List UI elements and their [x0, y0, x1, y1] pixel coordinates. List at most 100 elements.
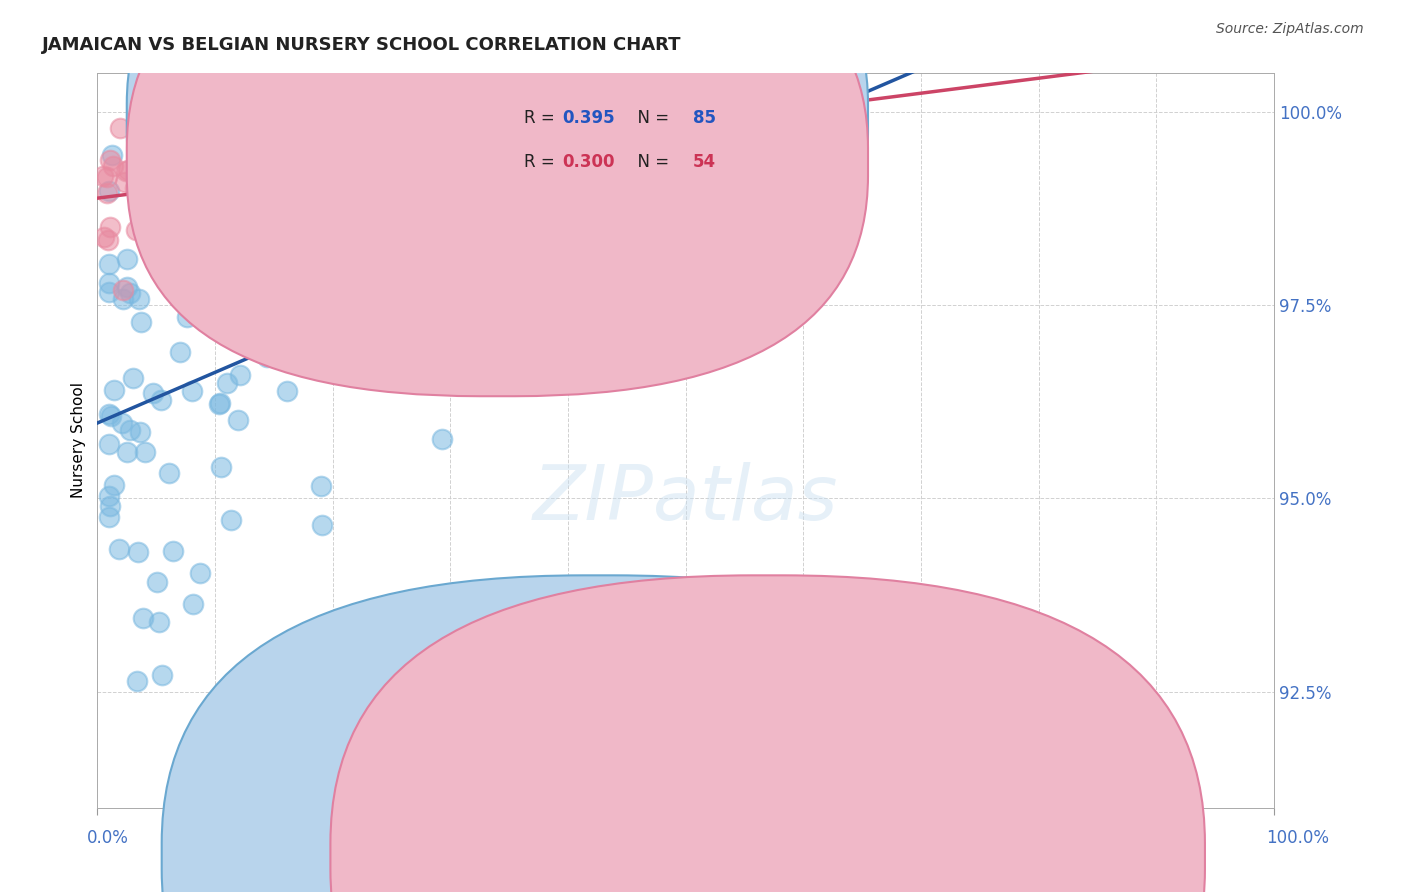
- Point: [323, 250, 346, 264]
- Point: [101, 147, 124, 161]
- Point: [148, 615, 170, 630]
- Point: [560, 104, 582, 119]
- Point: [148, 235, 170, 250]
- Point: [117, 162, 139, 177]
- Point: [162, 544, 184, 558]
- Point: [226, 252, 249, 266]
- Point: [309, 479, 332, 493]
- Point: [219, 89, 242, 103]
- Point: [142, 385, 165, 400]
- Point: [472, 89, 495, 103]
- Point: [111, 283, 134, 297]
- Point: [492, 345, 515, 359]
- Text: Source: ZipAtlas.com: Source: ZipAtlas.com: [1216, 22, 1364, 37]
- Point: [114, 175, 136, 189]
- Point: [98, 437, 121, 451]
- Point: [93, 230, 115, 244]
- Point: [127, 545, 149, 559]
- Point: [190, 126, 212, 140]
- Point: [229, 368, 252, 383]
- Point: [231, 144, 253, 158]
- Point: [98, 257, 121, 271]
- Point: [208, 397, 231, 411]
- Point: [188, 566, 211, 580]
- Text: 0.395: 0.395: [562, 109, 614, 127]
- Point: [98, 153, 121, 168]
- Point: [125, 673, 148, 688]
- Point: [309, 126, 332, 140]
- Point: [408, 183, 430, 197]
- Point: [440, 187, 463, 202]
- Text: Belgians: Belgians: [787, 847, 858, 865]
- Point: [447, 272, 470, 286]
- Point: [456, 104, 478, 119]
- Point: [219, 513, 242, 527]
- Point: [273, 136, 295, 150]
- Point: [187, 234, 209, 248]
- Point: [98, 500, 121, 514]
- Point: [228, 412, 250, 426]
- Point: [173, 89, 195, 103]
- Text: 100.0%: 100.0%: [1265, 829, 1329, 847]
- Point: [190, 185, 212, 199]
- Text: 85: 85: [693, 109, 716, 127]
- FancyBboxPatch shape: [127, 0, 868, 396]
- Point: [541, 104, 564, 119]
- Point: [115, 445, 138, 459]
- Point: [472, 148, 495, 162]
- Point: [157, 466, 180, 480]
- Point: [96, 170, 118, 185]
- Point: [180, 300, 202, 314]
- Point: [98, 184, 121, 198]
- Point: [128, 293, 150, 307]
- Point: [276, 384, 298, 398]
- Text: 0.300: 0.300: [562, 153, 614, 171]
- Point: [118, 423, 141, 437]
- Point: [101, 159, 124, 173]
- Point: [91, 169, 114, 183]
- Point: [375, 657, 398, 672]
- Point: [125, 223, 148, 237]
- Point: [276, 217, 298, 231]
- Point: [97, 233, 120, 247]
- Point: [650, 104, 672, 119]
- Point: [96, 186, 118, 200]
- Point: [183, 598, 205, 612]
- Text: R =: R =: [524, 109, 561, 127]
- Point: [135, 204, 157, 219]
- Point: [124, 181, 146, 195]
- Point: [231, 104, 253, 119]
- Point: [658, 129, 681, 144]
- Point: [149, 194, 172, 209]
- Point: [98, 510, 121, 524]
- Point: [208, 396, 231, 410]
- Point: [100, 409, 122, 424]
- Point: [108, 120, 131, 135]
- Point: [430, 432, 453, 446]
- FancyBboxPatch shape: [463, 86, 792, 202]
- Point: [145, 219, 167, 233]
- Point: [149, 393, 172, 408]
- Point: [685, 166, 707, 180]
- Point: [385, 310, 408, 324]
- Point: [274, 167, 297, 181]
- Text: R =: R =: [524, 153, 561, 171]
- Point: [555, 147, 578, 161]
- Point: [285, 194, 308, 208]
- Point: [482, 293, 505, 308]
- Point: [352, 109, 374, 123]
- Point: [291, 314, 314, 328]
- Point: [368, 180, 391, 194]
- Point: [111, 416, 134, 430]
- Point: [181, 216, 204, 230]
- Point: [322, 156, 344, 170]
- Point: [309, 89, 332, 103]
- Point: [209, 460, 232, 475]
- Point: [215, 376, 238, 390]
- Point: [202, 210, 225, 224]
- Point: [103, 384, 125, 398]
- Point: [198, 293, 221, 308]
- Point: [311, 518, 333, 533]
- Point: [228, 202, 250, 217]
- Point: [111, 292, 134, 306]
